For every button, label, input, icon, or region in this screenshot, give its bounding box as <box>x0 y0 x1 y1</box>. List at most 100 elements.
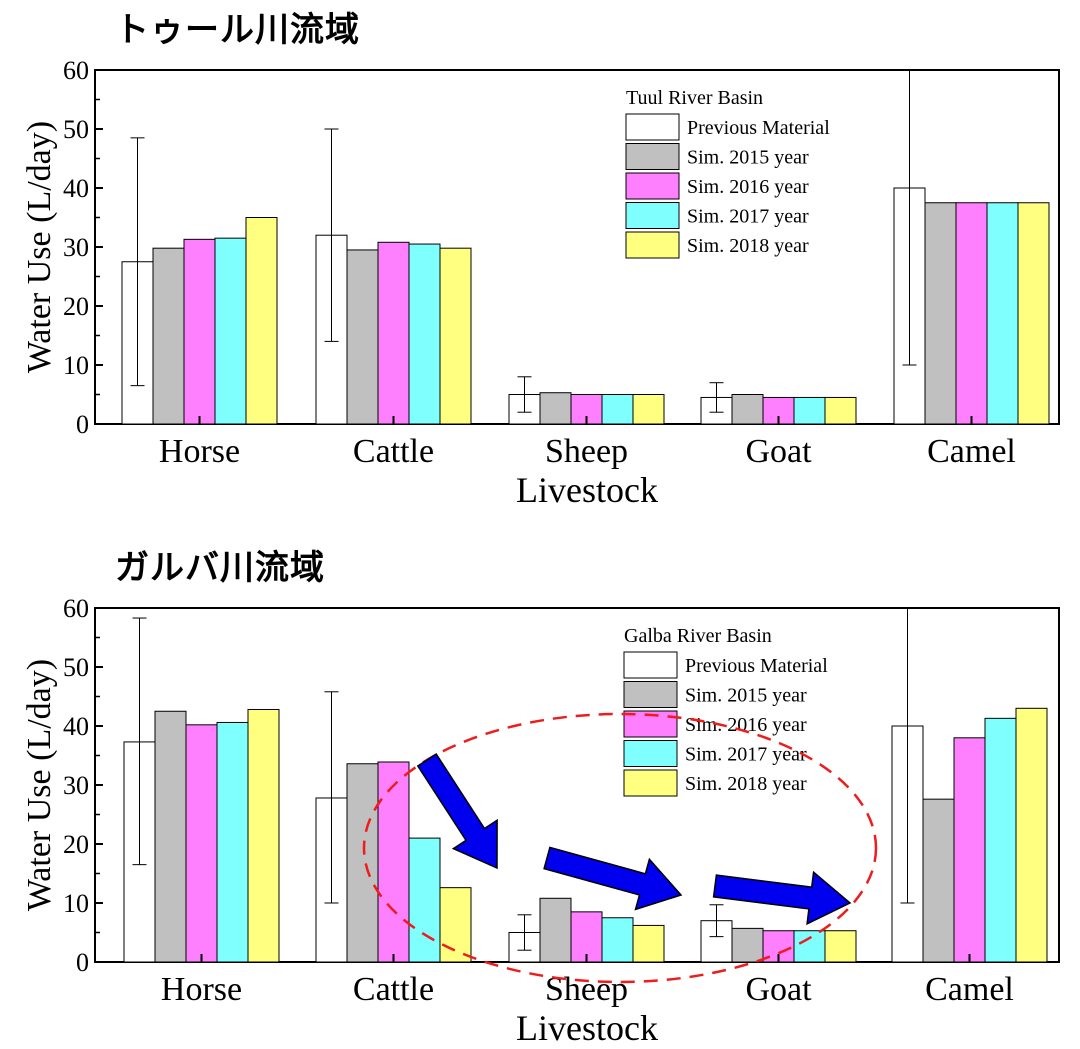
bar <box>570 911 603 963</box>
bar <box>632 924 665 963</box>
legend-swatch <box>625 202 680 229</box>
legend: Tuul River Basin Previous Material Sim. 20… <box>625 87 830 259</box>
arrow-cattle-to-sheep <box>416 752 498 870</box>
bar <box>601 394 634 425</box>
chart-heading-galba: ガルバ川流域 <box>115 548 325 588</box>
bar <box>408 243 441 425</box>
bars <box>123 608 1048 963</box>
bar <box>824 930 857 963</box>
x-tick-label: Goat <box>745 433 812 470</box>
y-tick-label: 40 <box>63 712 89 741</box>
bar <box>539 392 572 425</box>
annotations <box>362 712 878 984</box>
legend-label: Sim. 2017 year <box>685 744 807 766</box>
bar <box>154 710 187 963</box>
bar <box>185 724 218 963</box>
x-tick-label: Camel <box>925 971 1014 1008</box>
bar <box>984 717 1017 963</box>
legend-swatch <box>623 651 678 679</box>
bar <box>955 202 988 425</box>
legend-label: Sim. 2016 year <box>685 714 807 736</box>
error-bar <box>130 137 145 387</box>
y-tick-label: 40 <box>63 174 89 203</box>
bar <box>183 238 216 425</box>
x-tick-label: Horse <box>159 433 240 470</box>
legend-label: Sim. 2015 year <box>687 147 809 169</box>
legend-label: Sim. 2015 year <box>685 685 807 707</box>
bar <box>824 396 857 425</box>
x-tick-label: Camel <box>927 433 1016 470</box>
bar <box>152 247 185 425</box>
x-tick-label: Sheep <box>545 433 628 470</box>
legend-label: Sim. 2016 year <box>687 176 809 198</box>
bar <box>1015 707 1048 963</box>
legend-swatch <box>625 172 680 200</box>
error-bar <box>709 904 724 938</box>
y-tick-label: 0 <box>76 948 89 977</box>
error-bar <box>324 691 339 904</box>
bar <box>377 241 410 425</box>
error-bar <box>902 70 917 366</box>
bar <box>247 708 280 963</box>
y-tick-label: 20 <box>63 292 89 321</box>
error-bar <box>517 914 532 951</box>
arrow-goat-to-camel <box>712 870 852 926</box>
y-tick-label: 10 <box>63 351 89 380</box>
error-bar <box>517 376 532 413</box>
x-axis-label: Livestock <box>516 1008 658 1048</box>
legend-title: Tuul River Basin <box>626 87 763 109</box>
bar <box>922 798 955 963</box>
bar <box>986 202 1019 425</box>
bar <box>346 763 379 963</box>
x-tick-label: Horse <box>161 971 242 1008</box>
bar <box>632 394 665 425</box>
error-bar <box>709 382 724 413</box>
legend-swatch <box>623 681 678 708</box>
y-tick-label: 50 <box>63 115 89 144</box>
bar <box>1017 202 1050 425</box>
legend-swatch <box>625 231 680 259</box>
legend-label: Sim. 2017 year <box>687 206 809 228</box>
bar <box>439 887 472 963</box>
legend-swatch <box>623 740 678 767</box>
x-tick-label: Cattle <box>353 971 434 1008</box>
legend-swatch <box>625 113 680 141</box>
chart-0: 0 10 20 30 40 50 60 Horse Cattle Sheep Goat Camel Li… <box>21 56 1060 510</box>
legend-label: Previous Material <box>687 117 830 139</box>
legend: Galba River Basin Previous Material Sim. 2… <box>623 625 828 797</box>
bar <box>346 249 379 425</box>
y-tick-label: 0 <box>76 410 89 439</box>
legend-label: Sim. 2018 year <box>687 235 809 257</box>
y-tick-label: 30 <box>63 233 89 262</box>
bar <box>214 237 247 425</box>
bar <box>601 917 634 963</box>
bar <box>408 837 441 963</box>
y-tick-label: 50 <box>63 653 89 682</box>
error-bar <box>900 608 915 904</box>
bars <box>121 70 1050 425</box>
error-bar <box>324 128 339 342</box>
bar <box>245 217 278 425</box>
bar <box>731 394 764 425</box>
y-axis-label: Water Use (L/day) <box>21 659 58 911</box>
bar <box>953 737 986 963</box>
y-tick-label: 20 <box>63 830 89 859</box>
bar <box>377 761 410 963</box>
y-tick-label: 10 <box>63 889 89 918</box>
dashed-ellipse <box>362 712 878 984</box>
bar <box>793 930 826 963</box>
chart-heading-tuul: トゥール川流域 <box>115 10 360 50</box>
legend-swatch <box>625 143 680 170</box>
y-tick-label: 60 <box>63 594 89 623</box>
error-bar <box>132 617 147 866</box>
chart-1: 0 10 20 30 40 50 60 Horse Cattle Sheep Goat Camel Li… <box>21 594 1060 1048</box>
bar <box>216 721 249 963</box>
bar <box>793 396 826 425</box>
bar <box>539 897 572 963</box>
bar <box>731 927 764 963</box>
arrow-sheep-to-goat <box>543 846 683 911</box>
x-tick-label: Sheep <box>545 971 628 1008</box>
legend-swatch <box>623 769 678 797</box>
y-tick-label: 30 <box>63 771 89 800</box>
